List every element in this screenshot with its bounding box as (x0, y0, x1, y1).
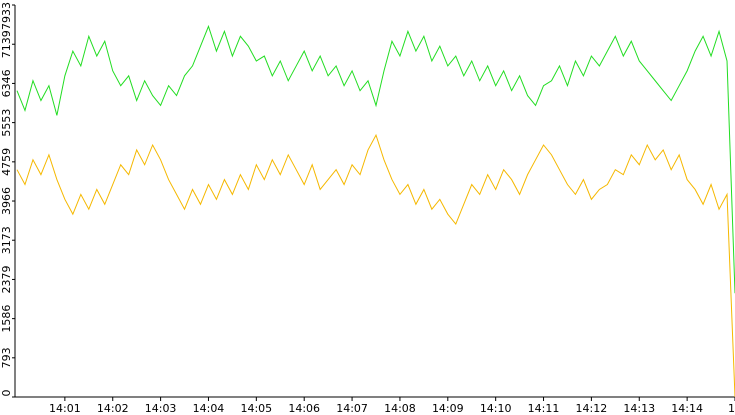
x-tick-label: 14:02 (97, 402, 129, 415)
x-tick-label: 14:01 (49, 402, 81, 415)
x-tick-label: 14:07 (336, 402, 368, 415)
x-tick-label: 14:06 (288, 402, 320, 415)
y-tick-label: 6346 (0, 69, 13, 97)
series-line (16, 133, 735, 398)
y-tick-label: 0 (0, 390, 13, 397)
x-tick-label: 14:14 (671, 402, 703, 415)
y-tick-label: 1586 (0, 305, 13, 333)
x-tick-label: 14:05 (240, 402, 272, 415)
x-tick-label: 14:13 (623, 402, 655, 415)
x-tick-label: 14 (728, 402, 735, 415)
x-tick-label: 14:08 (384, 402, 416, 415)
x-tick-label: 14:04 (193, 402, 225, 415)
y-tick-label: 2379 (0, 265, 13, 293)
y-tick-label: 5553 (0, 109, 13, 137)
y-tick-label: 793 (0, 347, 13, 368)
y-tick-label: 7139 (0, 30, 13, 58)
x-tick-label: 14:09 (432, 402, 464, 415)
x-tick-label: 14:12 (576, 402, 608, 415)
y-tick-label: 3173 (0, 226, 13, 254)
x-tick-label: 14:03 (145, 402, 177, 415)
y-tick-label: 4759 (0, 148, 13, 176)
x-tick-label: 14:11 (528, 402, 560, 415)
series-line (16, 24, 735, 294)
x-tick-label: 14:10 (480, 402, 512, 415)
y-tick-label: 3966 (0, 187, 13, 215)
y-tick-label: 7933 (0, 2, 13, 30)
